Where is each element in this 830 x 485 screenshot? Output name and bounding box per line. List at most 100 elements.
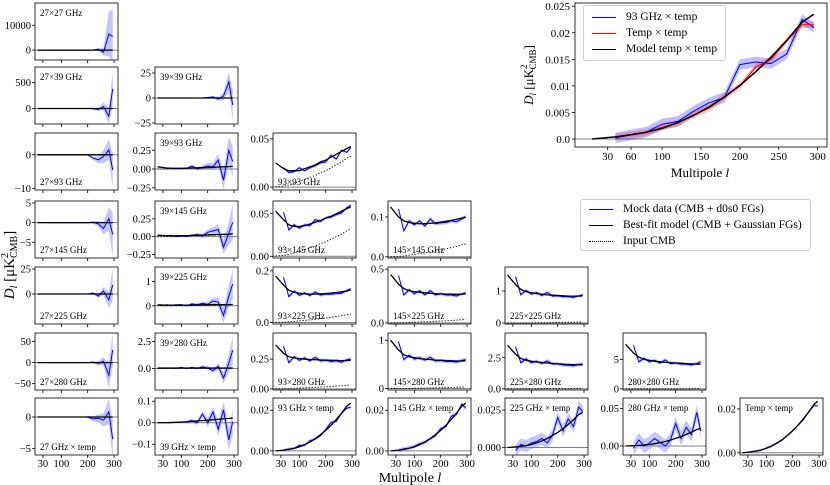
y-tick-label: −0.25: [127, 250, 151, 261]
y-tick-label: 0.00: [251, 446, 269, 457]
y-tick-label: 0: [146, 94, 151, 105]
panel-27-ghz-temp: −5 0 30 100 200 300 27 GHz × temp: [20, 397, 122, 470]
panel-label: 93 GHz × temp: [278, 403, 334, 413]
panel-label: 39×280 GHz: [160, 338, 207, 348]
legend-label: 93 GHz × temp: [626, 11, 698, 23]
panel-frame: [272, 132, 357, 191]
main-x-axis-label: Multipole l: [671, 165, 730, 180]
error-band: [283, 275, 351, 299]
x-tick-label: 100: [173, 459, 189, 470]
legend-swatch-blue: [592, 16, 616, 18]
panel-frame: [154, 132, 239, 191]
plot-area: [623, 343, 706, 390]
data-line: [515, 346, 583, 367]
plot-area: [273, 344, 356, 390]
main-y-axis-label: Dl [μK2CMB]: [519, 45, 538, 106]
legend-swatch-red: [592, 32, 616, 34]
panel-frame: [154, 66, 239, 125]
model-line: [157, 165, 233, 169]
x-tick-label: 30: [276, 459, 287, 470]
y-tick-label: 0.05: [601, 404, 619, 415]
plot-area: [155, 136, 238, 190]
panel-frame: [34, 200, 119, 259]
x-tick-label: 30: [38, 459, 49, 470]
model-line: [390, 339, 466, 362]
y-tick-label: 0: [26, 150, 31, 161]
panel-frame: [387, 397, 472, 456]
y-tick-label: 0.01: [551, 81, 570, 93]
panel-frame: [154, 200, 239, 259]
y-tick-label: 0.0: [488, 384, 501, 395]
error-band: [45, 9, 113, 60]
legend-swatch-black: [589, 224, 613, 226]
y-tick-label: 0.02: [718, 404, 736, 415]
x-tick-label: 100: [641, 459, 657, 470]
input-cmb-line: [390, 386, 466, 389]
plot-area: [388, 274, 471, 324]
x-tick-label: 100: [654, 151, 671, 163]
error-band: [45, 269, 113, 308]
panel-label: 145×280 GHz: [393, 377, 444, 387]
plot-area: [575, 13, 827, 144]
panel-label: 39×39 GHz: [160, 72, 202, 82]
y-tick-label: −50: [15, 379, 31, 390]
data-line: [398, 341, 466, 363]
legend-entry-mock-data: Mock data (CMB + d0s0 FGs): [581, 201, 810, 217]
plot-area: [35, 9, 118, 60]
data-line: [283, 204, 351, 231]
legend-entry-best-fit: Best-fit model (CMB + Gaussian FGs): [581, 217, 810, 233]
plot-area: [35, 269, 118, 308]
y-tick-label: 0: [26, 290, 31, 301]
panel-frame: [387, 332, 472, 391]
model-line: [742, 400, 819, 454]
y-tick-label: 0.0: [256, 318, 269, 329]
y-tick-label: 0.00: [133, 232, 151, 243]
y-tick-label: 0.00: [366, 446, 384, 457]
plot-area: [155, 204, 238, 255]
y-tick-label: 25: [21, 265, 32, 276]
y-tick-label: 50: [21, 337, 32, 348]
panel-27-93-ghz: −10 0 27×93 GHz: [15, 132, 119, 195]
panel-label: 39×93 GHz: [160, 138, 202, 148]
input-cmb-line: [390, 243, 466, 258]
panel-frame: [154, 397, 239, 456]
y-tick-label: 0: [26, 218, 31, 229]
x-tick-label: 200: [80, 459, 96, 470]
y-tick-label: 0.025: [477, 406, 501, 417]
panel-frame: [154, 332, 239, 391]
panel-145-145-ghz: 0.0 0.1 145×145 GHz: [371, 200, 472, 263]
panel-label: 145×225 GHz: [393, 311, 444, 321]
plot-area: [155, 269, 238, 323]
model-line: [390, 274, 466, 295]
y-tick-label: 500: [15, 78, 31, 89]
y-tick-label: 0.0: [138, 364, 151, 375]
plot-area: [35, 206, 118, 256]
model-line: [625, 343, 701, 365]
panel-280-ghz-temp: 0.00 0.05 30 100 200 300 280 GHz × temp: [601, 397, 710, 470]
y-tick-label: 0: [614, 384, 619, 395]
y-axis-label: Dl [μK2CMB]: [0, 231, 20, 300]
panel-frame: [387, 200, 472, 259]
y-tick-label: −10: [15, 184, 31, 195]
legend-entry-model: Model temp × temp: [584, 41, 725, 57]
panel-145-280-ghz: 0 1 145×280 GHz: [379, 332, 472, 395]
legend-label: Temp × temp: [626, 27, 688, 39]
y-tick-label: 0.000: [477, 443, 501, 454]
panel-225-280-ghz: 0.0 2.5 225×280 GHz: [488, 332, 589, 395]
y-tick-label: 0.02: [251, 406, 269, 417]
y-tick-label: 0.005: [545, 107, 570, 119]
y-tick-label: −0.25: [127, 183, 151, 194]
error-band: [515, 401, 583, 455]
legend-entry-93ghz-temp: 93 GHz × temp: [584, 9, 725, 25]
panel-label: 280×280 GHz: [628, 377, 679, 387]
panel-39-145-ghz: −0.25 0.00 0.25 39×145 GHz: [127, 200, 239, 261]
data-line: [398, 208, 466, 233]
data-line: [165, 148, 234, 181]
y-tick-label: 1: [379, 336, 384, 347]
panel-93-280-ghz: 0.00 0.25 93×280 GHz: [251, 332, 357, 395]
series-line: [592, 13, 815, 140]
panel-145-225-ghz: 0.0 0.5 145×225 GHz: [371, 265, 472, 329]
y-tick-label: 0.05: [251, 209, 269, 220]
y-tick-label: 0: [26, 104, 31, 115]
x-tick-label: 300: [226, 459, 242, 470]
